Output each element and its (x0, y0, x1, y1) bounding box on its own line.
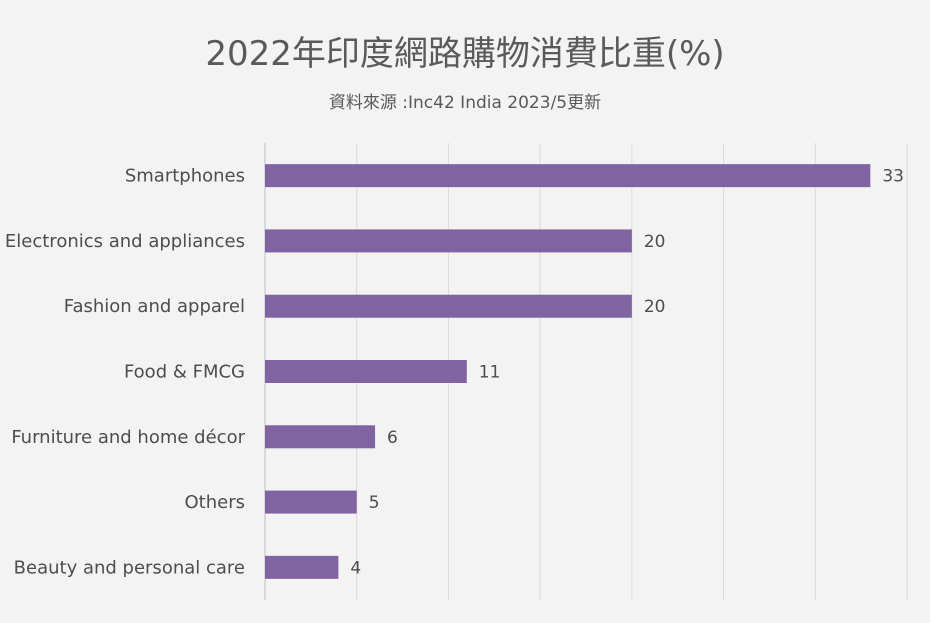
chart-title: 2022年印度網路購物消費比重(%) (205, 34, 725, 74)
category-label: Food & FMCG (124, 362, 245, 383)
category-label: Others (185, 492, 246, 513)
bar (265, 490, 357, 514)
bar (265, 164, 871, 188)
category-label: Electronics and appliances (5, 231, 245, 252)
data-label: 33 (882, 167, 904, 187)
bar (265, 294, 632, 318)
data-label: 20 (644, 232, 666, 252)
data-label: 20 (644, 297, 666, 317)
category-label: Smartphones (125, 166, 245, 187)
data-label: 5 (369, 493, 380, 513)
category-label: Furniture and home décor (11, 427, 245, 448)
bar (265, 555, 339, 579)
bar (265, 360, 467, 383)
bar (265, 425, 376, 449)
data-label: 11 (479, 363, 501, 383)
category-label: Fashion and apparel (64, 296, 245, 317)
data-label: 4 (350, 558, 361, 578)
category-label: Beauty and personal care (14, 557, 245, 578)
bar (265, 229, 632, 253)
data-label: 6 (387, 428, 398, 448)
chart-subtitle: 資料來源 :Inc42 India 2023/5更新 (328, 93, 602, 113)
